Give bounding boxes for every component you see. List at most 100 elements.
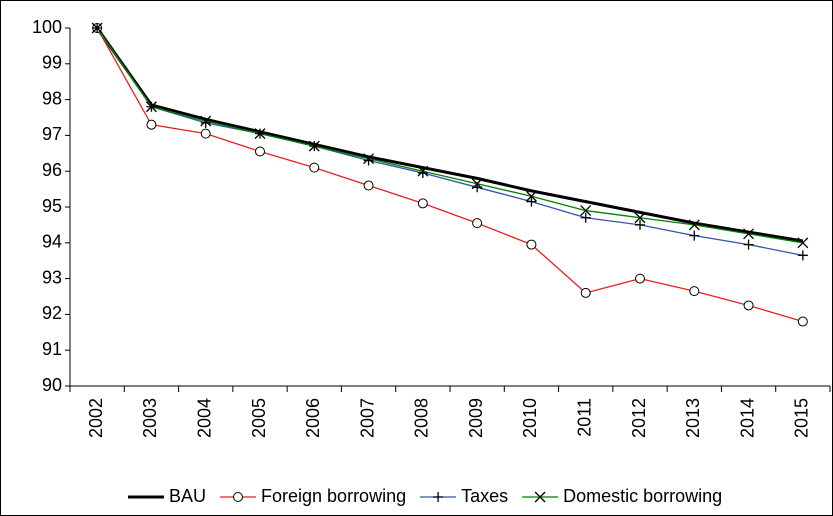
point-marker <box>417 167 428 178</box>
marker-circle <box>635 273 645 284</box>
x-tick-label: 2014 <box>737 398 757 438</box>
point-marker <box>146 119 157 130</box>
marker-circle <box>797 316 808 327</box>
point-marker <box>635 219 645 230</box>
marker-plus <box>526 196 537 207</box>
point-marker <box>433 492 444 502</box>
x-tick-label: 2003 <box>140 398 160 438</box>
y-tick-label: 93 <box>42 267 62 287</box>
point-marker <box>363 180 374 191</box>
y-tick-label: 100 <box>32 17 62 37</box>
point-marker <box>417 198 428 209</box>
marker-x <box>417 165 429 177</box>
marker-circle <box>233 492 244 502</box>
x-tick-label: 2002 <box>86 398 106 438</box>
marker-x <box>580 205 592 217</box>
marker-plus <box>433 492 444 502</box>
series-line <box>95 27 804 243</box>
point-marker <box>472 218 483 229</box>
point-marker <box>580 212 591 223</box>
marker-plus <box>797 250 808 261</box>
marker-x <box>525 190 537 202</box>
marker-circle <box>689 286 700 297</box>
marker-plus <box>580 212 591 223</box>
x-tick-label: 2008 <box>412 398 432 438</box>
marker-plus <box>635 219 645 230</box>
x-tick-label: 2015 <box>792 398 812 438</box>
y-tick-label: 95 <box>42 196 62 216</box>
x-tick-label: 2012 <box>629 398 649 438</box>
marker-plus <box>363 155 374 166</box>
marker-x <box>254 128 266 140</box>
marker-x <box>797 237 809 249</box>
x-tick-label: 2013 <box>683 398 703 438</box>
y-tick-label: 98 <box>42 88 62 108</box>
marker-circle <box>526 239 537 250</box>
series-line <box>96 27 803 244</box>
marker-x <box>363 153 375 165</box>
marker-plus <box>200 117 211 128</box>
point-marker <box>634 212 646 224</box>
x-tick-label: 2009 <box>466 398 486 438</box>
x-tick-label: 2005 <box>249 398 269 438</box>
point-marker <box>689 230 700 241</box>
marker-circle <box>309 162 320 173</box>
x-tick-label: 2004 <box>194 398 214 438</box>
point-marker <box>743 239 754 250</box>
point-marker <box>797 316 808 327</box>
marker-circle <box>743 300 754 311</box>
x-tick-label: 2006 <box>303 398 323 438</box>
marker-circle <box>417 198 428 209</box>
marker-circle <box>472 218 483 229</box>
point-marker <box>308 140 320 152</box>
series-line <box>96 27 804 323</box>
marker-x <box>534 491 546 503</box>
marker-x <box>308 140 320 152</box>
point-marker <box>200 117 211 128</box>
point-marker <box>743 228 755 240</box>
point-marker <box>255 146 265 157</box>
point-marker <box>309 162 320 173</box>
marker-circle <box>363 180 374 191</box>
legend-label: BAU <box>169 486 206 506</box>
point-marker <box>526 196 537 207</box>
marker-x <box>688 219 700 231</box>
marker-x <box>200 115 212 127</box>
point-marker <box>417 165 429 177</box>
legend-label: Domestic borrowing <box>563 486 722 506</box>
y-tick-label: 90 <box>42 375 62 395</box>
x-tick-label: 2010 <box>520 398 540 438</box>
point-marker <box>91 22 103 34</box>
point-marker <box>635 273 645 284</box>
legend-label: Foreign borrowing <box>261 486 406 506</box>
point-marker <box>200 115 212 127</box>
marker-circle <box>146 119 157 130</box>
point-marker <box>580 287 591 298</box>
marker-plus <box>689 230 700 241</box>
y-tick-label: 99 <box>42 53 62 73</box>
point-marker <box>363 155 374 166</box>
point-marker <box>145 101 157 113</box>
legend-label: Taxes <box>461 486 508 506</box>
marker-plus <box>743 239 754 250</box>
x-tick-label: 2011 <box>574 398 594 437</box>
marker-x <box>743 228 755 240</box>
marker-x <box>91 22 103 34</box>
point-marker <box>797 237 809 249</box>
point-marker <box>233 492 244 502</box>
marker-circle <box>200 128 211 139</box>
point-marker <box>580 205 592 217</box>
y-tick-label: 91 <box>42 339 62 359</box>
marker-plus <box>417 167 428 178</box>
point-marker <box>689 286 700 297</box>
point-marker <box>688 219 700 231</box>
y-tick-label: 96 <box>42 160 62 180</box>
series-line <box>96 27 803 256</box>
y-tick-label: 94 <box>42 232 62 252</box>
point-marker <box>526 239 537 250</box>
y-tick-label: 92 <box>42 303 62 323</box>
marker-x <box>145 101 157 113</box>
point-marker <box>200 128 211 139</box>
marker-circle <box>580 287 591 298</box>
